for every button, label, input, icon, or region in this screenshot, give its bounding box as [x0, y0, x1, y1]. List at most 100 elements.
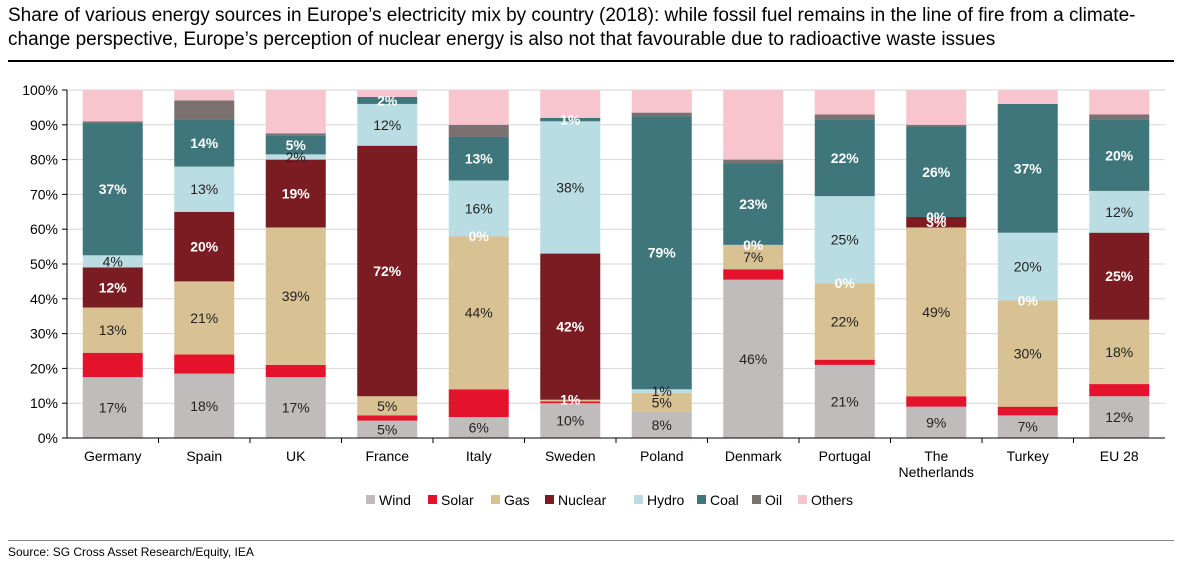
- data-label: 26%: [922, 164, 951, 180]
- x-category-label: Poland: [640, 448, 684, 464]
- bar-segment-gas: [723, 244, 784, 270]
- data-label: 0%: [469, 228, 490, 244]
- data-label: 0%: [743, 237, 764, 253]
- bar-segment-solar: [265, 364, 326, 378]
- bar-segment-hydro: [997, 232, 1058, 301]
- data-label: 13%: [190, 181, 218, 197]
- legend-swatch-hydro: [634, 495, 643, 504]
- bar-segment-others: [906, 90, 967, 125]
- y-tick-label: 0%: [38, 430, 58, 446]
- bar-segment-oil: [906, 124, 967, 127]
- data-label: 18%: [190, 398, 218, 414]
- y-tick-label: 30%: [30, 326, 58, 342]
- title-divider: [8, 60, 1174, 62]
- bar-segment-hydro: [814, 196, 875, 284]
- bar-segment-others: [448, 90, 509, 125]
- bar-segment-coal: [82, 123, 143, 256]
- bar-segment-hydro: [82, 255, 143, 268]
- bar-segment-nuclear: [1089, 232, 1150, 320]
- data-label: 13%: [465, 151, 494, 167]
- bar-segment-gas: [357, 396, 418, 416]
- data-label: 21%: [831, 393, 859, 409]
- data-label: 1%: [652, 383, 672, 399]
- y-tick-label: 10%: [30, 395, 58, 411]
- data-label: 4%: [103, 253, 123, 269]
- legend-swatch-gas: [491, 495, 500, 504]
- data-label: 17%: [99, 400, 127, 416]
- data-label: 14%: [190, 135, 219, 151]
- data-label: 25%: [1105, 268, 1134, 284]
- bar-segment-solar: [997, 406, 1058, 416]
- data-label: 0%: [926, 209, 947, 225]
- bar-segment-wind: [82, 377, 143, 438]
- bar-segment-solar: [82, 352, 143, 378]
- legend-label-coal: Coal: [710, 492, 739, 508]
- bar-segment-nuclear: [906, 217, 967, 228]
- bar-segment-others: [357, 90, 418, 97]
- bar-segment-oil: [814, 114, 875, 120]
- data-label: 16%: [465, 200, 493, 216]
- data-label: 0%: [1018, 293, 1039, 309]
- data-label: 7%: [1018, 419, 1038, 435]
- data-label: 5%: [377, 398, 397, 414]
- bar-segment-coal: [174, 119, 235, 167]
- bar-segment-others: [174, 90, 235, 101]
- data-label: 30%: [1014, 346, 1042, 362]
- data-label: 12%: [1105, 204, 1133, 220]
- data-label: 25%: [831, 232, 859, 248]
- bar-segment-hydro: [448, 180, 509, 237]
- legend-swatch-nuclear: [545, 495, 554, 504]
- x-category-label: Denmark: [725, 448, 783, 464]
- legend-label-gas: Gas: [504, 492, 530, 508]
- legend: Wind Solar Gas Nuclear Hydro Coal Oil Others: [366, 492, 853, 508]
- data-label: 39%: [282, 288, 310, 304]
- data-label: 20%: [190, 239, 219, 255]
- bar-segment-gas: [82, 307, 143, 353]
- bar-segment-others: [82, 90, 143, 122]
- legend-swatch-wind: [366, 495, 375, 504]
- x-category-label: UK: [286, 448, 306, 464]
- data-label: 44%: [465, 305, 493, 321]
- y-tick-label: 40%: [30, 291, 58, 307]
- data-label: 8%: [652, 417, 672, 433]
- x-category-label: Germany: [84, 448, 142, 464]
- data-label: 37%: [99, 181, 128, 197]
- bar-segment-others: [540, 90, 601, 118]
- data-label: 19%: [282, 186, 311, 202]
- bar-segment-gas: [631, 392, 692, 412]
- bar-segment-nuclear: [357, 145, 418, 397]
- legend-swatch-coal: [697, 495, 706, 504]
- bar-segment-coal: [997, 103, 1058, 233]
- data-label: 1%: [560, 112, 581, 128]
- bar-segment-wind: [1089, 396, 1150, 438]
- bar-segment-wind: [448, 417, 509, 438]
- bar-segment-gas: [540, 399, 601, 402]
- bar-segment-wind: [814, 364, 875, 438]
- bar-segment-hydro: [265, 154, 326, 160]
- bar-segment-coal: [357, 96, 418, 104]
- data-label: 2%: [377, 92, 398, 108]
- data-label: 12%: [373, 117, 401, 133]
- data-label: 21%: [190, 310, 218, 326]
- bar-segment-hydro: [540, 121, 601, 254]
- y-tick-label: 20%: [30, 360, 58, 376]
- data-label: 38%: [556, 179, 584, 195]
- bar-segment-gas: [906, 227, 967, 397]
- data-label: 20%: [1105, 147, 1134, 163]
- data-label: 46%: [739, 351, 767, 367]
- x-category-label: Portugal: [819, 448, 871, 464]
- axes: 0% 10% 20% 30% 40% 50% 60% 70% 80% 90% 100% Germany…: [22, 82, 1165, 480]
- data-label: 72%: [373, 263, 402, 279]
- bar-segment-solar: [448, 389, 509, 418]
- bar-segment-nuclear: [174, 211, 235, 282]
- x-category-label: Turkey: [1007, 448, 1049, 464]
- bar-segment-others: [997, 90, 1058, 104]
- data-label: 5%: [377, 421, 397, 437]
- bar-segment-gas: [997, 300, 1058, 407]
- bar-segment-hydro: [357, 103, 418, 146]
- bar-segment-wind: [906, 406, 967, 438]
- y-tick-label: 50%: [30, 256, 58, 272]
- data-label: 3%: [926, 214, 947, 230]
- bar-segment-oil: [723, 159, 784, 164]
- data-label: 6%: [469, 420, 489, 436]
